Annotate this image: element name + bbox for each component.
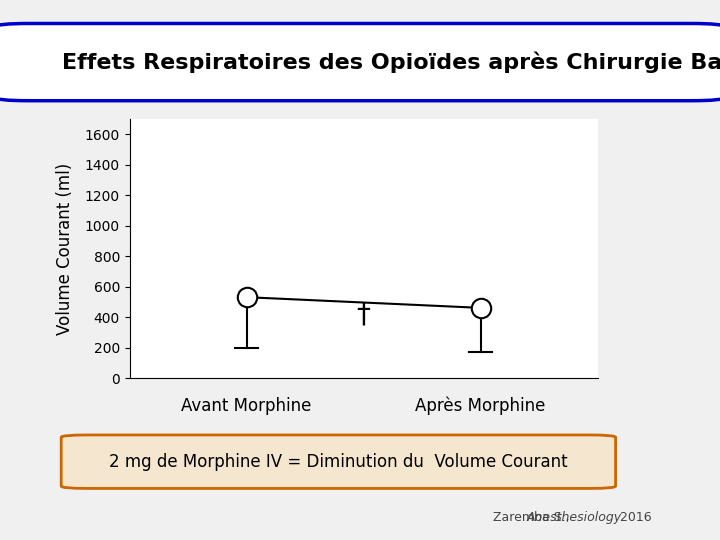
Y-axis label: Volume Courant (ml): Volume Courant (ml) [55, 163, 73, 334]
Text: Effets Respiratoires des Opioïdes après Chirurgie Bariatrique: Effets Respiratoires des Opioïdes après … [62, 51, 720, 73]
Text: 2016: 2016 [616, 511, 651, 524]
Text: Anesthesiology: Anesthesiology [527, 511, 622, 524]
Text: Après Morphine: Après Morphine [415, 397, 546, 415]
Text: Avant Morphine: Avant Morphine [181, 397, 312, 415]
FancyBboxPatch shape [0, 23, 720, 100]
FancyBboxPatch shape [61, 435, 616, 488]
Text: 2 mg de Morphine IV = Diminution du  Volume Courant: 2 mg de Morphine IV = Diminution du Volu… [109, 453, 567, 471]
Text: †: † [356, 301, 371, 329]
Text: Zaremba S.,: Zaremba S., [493, 511, 574, 524]
